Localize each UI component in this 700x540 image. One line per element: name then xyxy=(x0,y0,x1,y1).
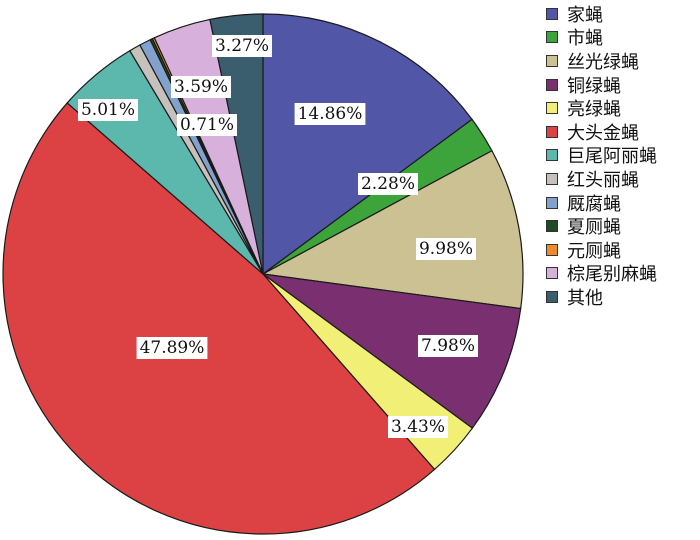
legend-item: 巨尾阿丽蝇 xyxy=(546,144,657,168)
legend-label: 铜绿蝇 xyxy=(567,75,621,97)
legend-swatch xyxy=(546,290,558,303)
slice-label: 7.98% xyxy=(417,335,479,357)
legend-item: 棕尾别麻蝇 xyxy=(546,262,657,286)
legend-swatch xyxy=(546,102,558,115)
legend-item: 红头丽蝇 xyxy=(546,167,657,191)
legend-item: 夏厕蝇 xyxy=(546,214,657,238)
legend-label: 大头金蝇 xyxy=(567,122,639,144)
legend-label: 丝光绿蝇 xyxy=(567,51,639,73)
legend-swatch xyxy=(546,7,558,20)
svg-text:7.98%: 7.98% xyxy=(421,336,475,356)
legend-item: 大头金蝇 xyxy=(546,120,657,144)
legend-item: 厩腐蝇 xyxy=(546,191,657,215)
legend-item: 元厕蝇 xyxy=(546,238,657,262)
svg-text:9.98%: 9.98% xyxy=(419,239,473,259)
pie-slice xyxy=(261,149,524,310)
slice-label: 3.27% xyxy=(211,35,273,57)
svg-text:2.28%: 2.28% xyxy=(361,174,415,194)
legend-label: 其他 xyxy=(567,287,603,309)
svg-text:5.01%: 5.01% xyxy=(81,100,135,120)
legend-label: 夏厕蝇 xyxy=(567,217,621,239)
slice-label: 14.86% xyxy=(294,103,366,125)
legend-label: 家蝇 xyxy=(567,4,603,26)
slice-label: 2.28% xyxy=(357,173,419,195)
legend-label: 元厕蝇 xyxy=(567,240,621,262)
legend-label: 市蝇 xyxy=(567,28,603,50)
slice-label: 5.01% xyxy=(77,99,139,121)
legend-swatch xyxy=(546,243,558,256)
legend-label: 亮绿蝇 xyxy=(567,99,621,121)
legend-item: 其他 xyxy=(546,285,657,309)
slice-label: 3.43% xyxy=(387,416,449,438)
svg-text:47.89%: 47.89% xyxy=(140,338,205,358)
slice-label: 0.71% xyxy=(176,114,238,136)
svg-text:3.43%: 3.43% xyxy=(391,417,445,437)
svg-text:14.86%: 14.86% xyxy=(298,104,363,124)
legend-swatch xyxy=(546,31,558,44)
pie-slice xyxy=(2,102,436,535)
legend-swatch xyxy=(546,78,558,91)
legend-swatch xyxy=(546,196,558,209)
legend-label: 巨尾阿丽蝇 xyxy=(567,146,657,168)
legend-swatch xyxy=(546,220,558,233)
legend-swatch xyxy=(546,54,558,67)
legend-swatch xyxy=(546,172,558,185)
slice-label: 9.98% xyxy=(415,238,477,260)
legend: 家蝇 市蝇 丝光绿蝇 铜绿蝇 亮绿蝇 大头金蝇 巨尾阿丽蝇 红头丽蝇 厩腐蝇 夏厕蝇 元厕蝇 棕尾别麻… xyxy=(546,2,657,309)
legend-item: 市蝇 xyxy=(546,26,657,50)
pie-chart: 14.86% 2.28% 9.98% 7.98% 3.43% 47.89% 5.01% 0.7… xyxy=(2,13,524,535)
legend-swatch xyxy=(546,267,558,280)
slice-label: 47.89% xyxy=(136,337,208,359)
legend-item: 铜绿蝇 xyxy=(546,73,657,97)
svg-text:0.71%: 0.71% xyxy=(180,115,234,135)
legend-item: 亮绿蝇 xyxy=(546,96,657,120)
legend-item: 丝光绿蝇 xyxy=(546,49,657,73)
pie-slice xyxy=(262,13,473,276)
legend-label: 棕尾别麻蝇 xyxy=(567,264,657,286)
legend-label: 厩腐蝇 xyxy=(567,193,621,215)
legend-item: 家蝇 xyxy=(546,2,657,26)
legend-swatch xyxy=(546,149,558,162)
svg-text:3.27%: 3.27% xyxy=(215,36,269,56)
legend-swatch xyxy=(546,125,558,138)
pie-slice xyxy=(262,273,522,430)
svg-text:3.59%: 3.59% xyxy=(174,77,228,97)
slice-label: 3.59% xyxy=(170,76,232,98)
legend-label: 红头丽蝇 xyxy=(567,169,639,191)
